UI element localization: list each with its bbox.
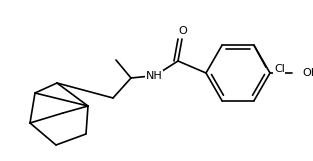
Text: O: O (179, 26, 187, 36)
Text: Cl: Cl (274, 64, 285, 74)
Text: NH: NH (146, 71, 162, 81)
Text: OH: OH (302, 68, 313, 78)
